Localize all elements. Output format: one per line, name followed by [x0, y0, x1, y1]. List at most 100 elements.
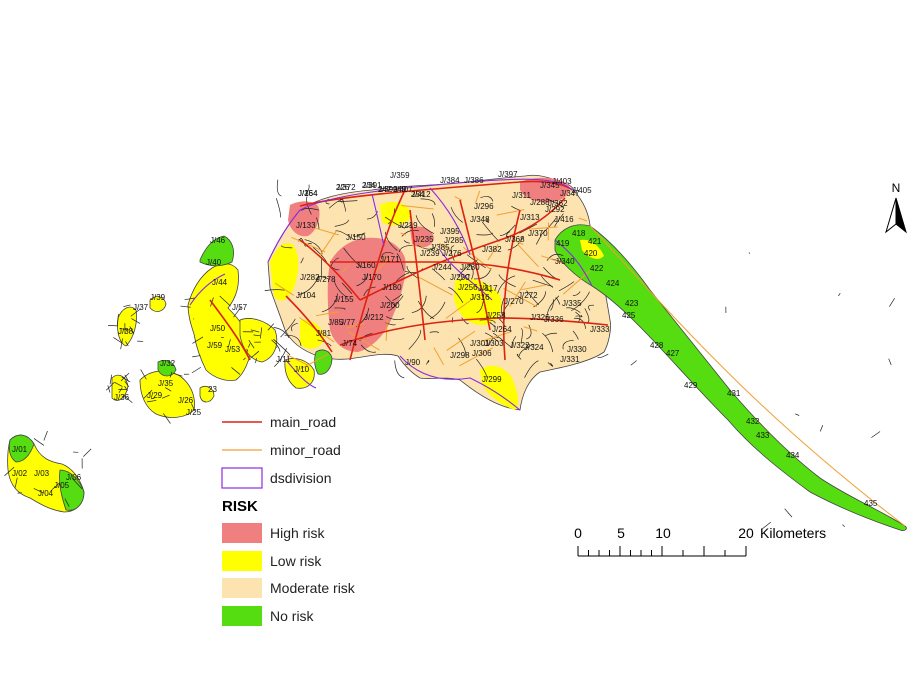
division-label: 427 — [666, 349, 680, 358]
boundary-line — [125, 341, 129, 347]
boundary-line — [398, 244, 413, 253]
boundary-line — [526, 324, 532, 340]
boundary-line — [117, 314, 119, 325]
division-label: 423 — [625, 299, 639, 308]
scale-bar-line — [577, 546, 747, 557]
division-label: 421 — [588, 237, 602, 246]
boundary-line — [306, 196, 312, 215]
boundary-line — [572, 291, 581, 296]
division-label: 226 — [336, 183, 350, 192]
boundary-line — [17, 492, 22, 494]
boundary-line — [571, 291, 590, 312]
division-label: J/384 — [440, 176, 460, 185]
boundary-line — [408, 329, 422, 350]
boundary-line — [461, 317, 469, 325]
boundary-line — [161, 394, 170, 399]
division-label: J/01 — [12, 445, 28, 454]
division-label: J/385 — [430, 243, 450, 252]
division-label: J/81 — [316, 329, 332, 338]
boundary-line — [385, 231, 398, 251]
boundary-line — [784, 508, 793, 518]
division-labels: J/154 226 234 247 249 254 J/384 J/386 J/397 J/403… — [12, 170, 878, 508]
boundary-line — [83, 448, 92, 457]
north-arrow: N — [885, 181, 907, 234]
boundary-line — [173, 373, 183, 377]
boundary-line — [297, 278, 319, 296]
boundary-line — [426, 360, 430, 365]
boundary-line — [147, 400, 157, 403]
boundary-line — [748, 252, 751, 254]
division-label: J/200 — [380, 301, 400, 310]
division-label: J/382 — [482, 245, 502, 254]
ds-division-outline — [429, 187, 471, 256]
legend-item-high-risk: High risk — [222, 523, 325, 543]
boundary-line — [233, 306, 242, 318]
ds-division-outline — [189, 273, 226, 306]
boundary-line — [482, 282, 487, 291]
boundary-line — [281, 245, 293, 249]
division-label: J/336 — [544, 315, 564, 324]
boundary-line — [243, 357, 246, 361]
boundary-line — [255, 357, 257, 363]
boundary-line — [301, 208, 320, 212]
north-label: N — [892, 181, 901, 195]
division-label: J/298 — [450, 351, 470, 360]
low-risk-zone — [454, 278, 502, 326]
minor-road — [512, 239, 524, 245]
division-label: J/285 — [444, 236, 464, 245]
ds-division-outline — [554, 239, 593, 287]
boundary-line — [575, 315, 581, 323]
boundary-line — [113, 337, 123, 344]
boundary-line — [123, 304, 131, 308]
boundary-line — [246, 348, 249, 352]
division-label: J/10 — [294, 365, 310, 374]
boundary-line — [290, 322, 298, 332]
boundary-line — [193, 318, 195, 320]
division-label: J/272 — [518, 291, 538, 300]
boundary-line — [169, 371, 173, 378]
legend-item-dsdivision: dsdivision — [221, 467, 331, 489]
north-arrow-icon — [885, 197, 907, 234]
boundary-line — [384, 216, 406, 229]
boundary-line — [486, 217, 489, 223]
division-label: J/133 — [296, 221, 316, 230]
boundary-line — [191, 366, 202, 374]
boundary-line — [546, 198, 564, 208]
boundary-line — [140, 369, 147, 380]
boundary-line — [546, 295, 560, 316]
division-label: J/59 — [207, 341, 223, 350]
boundary-line — [451, 317, 454, 323]
boundary-line — [120, 372, 130, 382]
division-label: 432 — [746, 417, 760, 426]
boundary-line — [335, 230, 354, 240]
boundary-line — [248, 343, 251, 348]
scale-tick-label: 10 — [655, 525, 671, 541]
boundary-line — [417, 300, 435, 320]
division-label: 431 — [727, 389, 741, 398]
boundary-line — [392, 272, 410, 287]
boundary-line — [267, 323, 274, 331]
boundary-line — [107, 385, 111, 393]
division-label: J/37 — [133, 303, 149, 312]
division-label: J/154 — [298, 189, 318, 198]
main-roads — [209, 180, 609, 361]
division-label: 428 — [650, 341, 664, 350]
division-label: 422 — [590, 264, 604, 273]
boundary-line — [433, 269, 446, 281]
ds-division-outline — [399, 355, 521, 411]
boundary-line — [276, 179, 282, 197]
map-features — [7, 174, 907, 531]
boundary-line — [191, 403, 196, 411]
boundary-line — [476, 358, 488, 378]
boundary-line — [316, 276, 330, 281]
boundary-line — [14, 477, 18, 488]
boundary-line — [273, 338, 291, 356]
boundary-line — [33, 438, 45, 446]
division-label: J/306 — [472, 349, 492, 358]
boundary-line — [109, 374, 113, 385]
division-label: J/256 — [458, 283, 478, 292]
boundary-line — [546, 253, 564, 261]
boundary-line — [566, 307, 581, 313]
division-label: J/155 — [334, 295, 354, 304]
low-risk-zone — [480, 365, 518, 410]
